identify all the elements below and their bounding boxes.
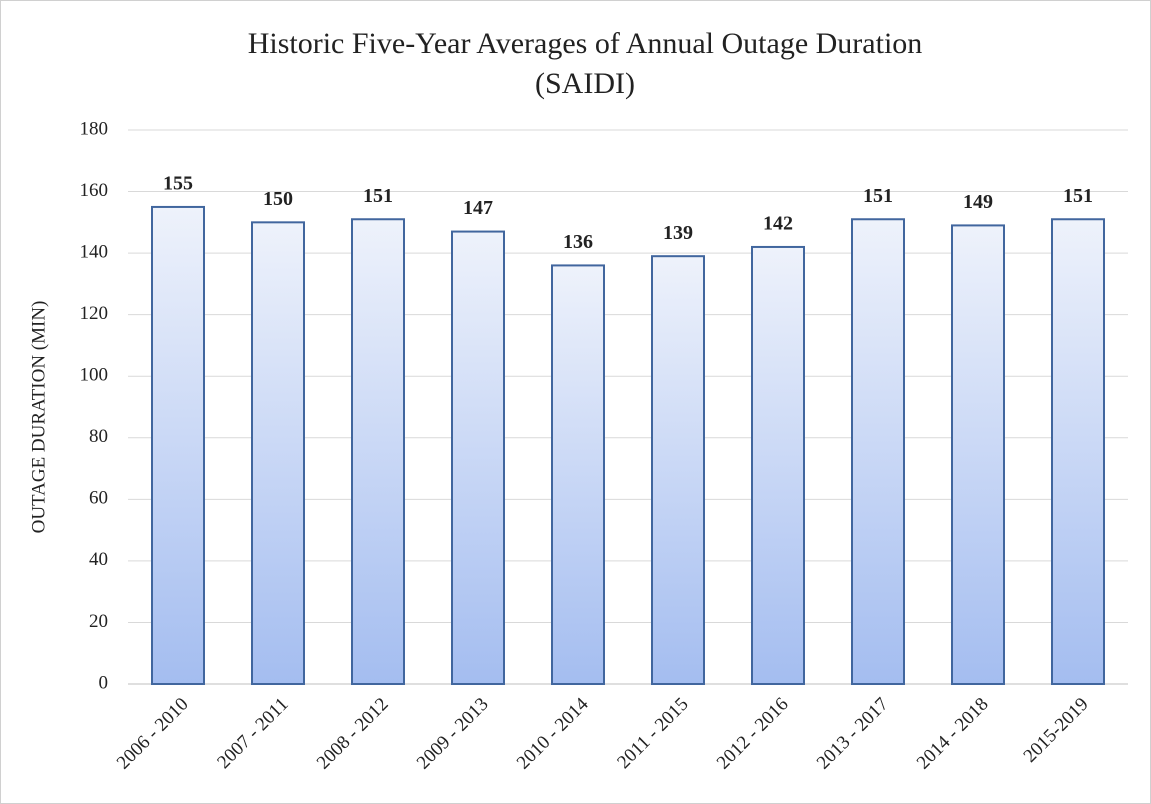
value-label: 147 bbox=[463, 197, 493, 219]
y-tick-label: 0 bbox=[99, 672, 109, 693]
bar bbox=[1051, 218, 1105, 685]
y-tick-label: 140 bbox=[80, 241, 109, 262]
y-tick-label: 100 bbox=[80, 365, 109, 386]
y-tick-label: 180 bbox=[80, 118, 109, 139]
y-tick-label: 80 bbox=[89, 426, 108, 447]
bar bbox=[951, 224, 1005, 686]
bar bbox=[551, 264, 605, 685]
bar bbox=[751, 245, 805, 685]
value-label: 155 bbox=[163, 173, 193, 195]
y-tick-label: 20 bbox=[89, 611, 108, 632]
bar bbox=[151, 205, 205, 685]
value-label: 151 bbox=[1063, 185, 1093, 207]
bar bbox=[251, 221, 305, 685]
value-label: 142 bbox=[763, 213, 793, 235]
bar bbox=[851, 218, 905, 685]
bar bbox=[451, 230, 505, 685]
value-label: 149 bbox=[963, 191, 993, 213]
chart-title: Historic Five-Year Averages of Annual Ou… bbox=[248, 27, 923, 60]
bar bbox=[351, 218, 405, 685]
y-tick-label: 40 bbox=[89, 549, 108, 570]
chart-title: (SAIDI) bbox=[535, 67, 635, 100]
y-tick-label: 120 bbox=[80, 303, 109, 324]
value-label: 150 bbox=[263, 188, 293, 210]
y-tick-label: 160 bbox=[80, 180, 109, 201]
y-tick-label: 60 bbox=[89, 488, 108, 509]
bar bbox=[651, 255, 705, 685]
value-label: 151 bbox=[863, 185, 893, 207]
value-label: 136 bbox=[563, 231, 593, 253]
y-axis-label: OUTAGE DURATION (MIN) bbox=[28, 301, 49, 534]
value-label: 139 bbox=[663, 222, 693, 244]
value-label: 151 bbox=[363, 185, 393, 207]
